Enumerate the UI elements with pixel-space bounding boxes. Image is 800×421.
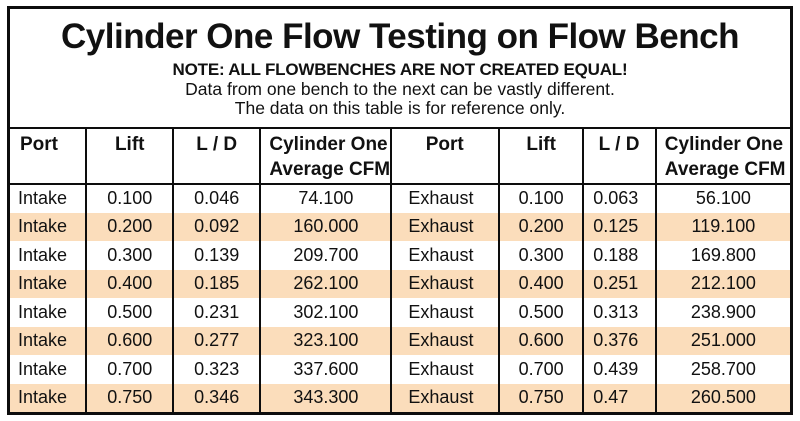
table-row: Intake 0.500 0.231 302.100 Exhaust 0.500 0.313…	[10, 298, 790, 327]
cell-exhaust-cfm: 169.800	[654, 241, 790, 270]
cell-intake-port: Intake	[10, 212, 88, 241]
cell-intake-ld: 0.092	[172, 212, 262, 241]
cell-intake-cfm: 343.300	[259, 383, 393, 412]
cell-intake-port: Intake	[10, 383, 88, 412]
cell-intake-ld: 0.139	[172, 241, 262, 270]
cell-intake-cfm: 302.100	[259, 298, 393, 327]
table-row: Intake 0.600 0.277 323.100 Exhaust 0.600 0.376…	[10, 326, 790, 355]
column-header-exhaust-cfm-line2: Average CFM	[664, 159, 786, 180]
cell-exhaust-cfm: 212.100	[654, 269, 790, 298]
cell-exhaust-cfm: 119.100	[654, 212, 790, 241]
table-row: Intake 0.300 0.139 209.700 Exhaust 0.300 0.188…	[10, 241, 790, 270]
cell-intake-cfm: 160.000	[259, 212, 393, 241]
column-header-intake-port: Port	[10, 127, 88, 185]
column-header-intake-cfm-line1: Cylinder One	[269, 134, 388, 155]
cell-exhaust-port: Exhaust	[390, 355, 501, 384]
cell-intake-lift: 0.750	[85, 383, 175, 412]
page-frame: Cylinder One Flow Testing on Flow Bench …	[7, 6, 793, 415]
cell-exhaust-port: Exhaust	[390, 184, 501, 213]
table-header-row: Port Lift L / D Cylinder One Average CFM…	[10, 127, 790, 185]
column-header-exhaust-port: Port	[390, 127, 501, 185]
cell-intake-ld: 0.231	[172, 298, 262, 327]
cell-exhaust-ld: 0.47	[582, 383, 657, 412]
table-row: Intake 0.400 0.185 262.100 Exhaust 0.400 0.251…	[10, 269, 790, 298]
cell-intake-lift: 0.400	[85, 269, 175, 298]
cell-intake-cfm: 337.600	[259, 355, 393, 384]
column-header-intake-ld: L / D	[172, 127, 262, 185]
column-header-exhaust-lift: Lift	[498, 127, 585, 185]
cell-exhaust-port: Exhaust	[390, 269, 501, 298]
cell-intake-cfm: 74.100	[259, 184, 393, 213]
cell-exhaust-port: Exhaust	[390, 212, 501, 241]
cell-intake-port: Intake	[10, 241, 88, 270]
cell-exhaust-ld: 0.251	[582, 269, 657, 298]
cell-exhaust-ld: 0.439	[582, 355, 657, 384]
note-line-2: Data from one bench to the next can be v…	[185, 79, 615, 99]
note-warning: NOTE: ALL FLOWBENCHES ARE NOT CREATED EQ…	[172, 60, 628, 79]
flow-data-table: Port Lift L / D Cylinder One Average CFM…	[10, 127, 790, 412]
table-row: Intake 0.700 0.323 337.600 Exhaust 0.700 0.439…	[10, 355, 790, 384]
cell-intake-lift: 0.300	[85, 241, 175, 270]
cell-exhaust-lift: 0.700	[498, 355, 585, 384]
cell-exhaust-lift: 0.400	[498, 269, 585, 298]
cell-intake-ld: 0.277	[172, 326, 262, 355]
cell-exhaust-lift: 0.750	[498, 383, 585, 412]
cell-intake-ld: 0.323	[172, 355, 262, 384]
cell-exhaust-lift: 0.600	[498, 326, 585, 355]
cell-intake-port: Intake	[10, 326, 88, 355]
cell-exhaust-ld: 0.376	[582, 326, 657, 355]
cell-exhaust-lift: 0.500	[498, 298, 585, 327]
table-row: Intake 0.100 0.046 74.100 Exhaust 0.100 0.063 5…	[10, 184, 790, 213]
cell-intake-port: Intake	[10, 298, 88, 327]
column-header-exhaust-ld: L / D	[582, 127, 657, 185]
cell-intake-port: Intake	[10, 184, 88, 213]
column-header-exhaust-cfm-line1: Cylinder One	[664, 134, 784, 155]
column-header-exhaust-cfm: Cylinder One Average CFM	[654, 127, 790, 185]
cell-exhaust-port: Exhaust	[390, 383, 501, 412]
cell-intake-ld: 0.185	[172, 269, 262, 298]
cell-exhaust-cfm: 56.100	[654, 184, 790, 213]
cell-exhaust-port: Exhaust	[390, 298, 501, 327]
cell-exhaust-lift: 0.300	[498, 241, 585, 270]
cell-intake-lift: 0.700	[85, 355, 175, 384]
note-line-3: The data on this table is for reference …	[234, 98, 566, 118]
cell-intake-cfm: 209.700	[259, 241, 393, 270]
column-header-intake-cfm-line2: Average CFM	[269, 159, 391, 180]
cell-intake-lift: 0.200	[85, 212, 175, 241]
cell-exhaust-cfm: 251.000	[654, 326, 790, 355]
cell-intake-cfm: 262.100	[259, 269, 393, 298]
column-header-intake-cfm: Cylinder One Average CFM	[259, 127, 393, 185]
table-row: Intake 0.200 0.092 160.000 Exhaust 0.200 0.125…	[10, 212, 790, 241]
cell-intake-ld: 0.046	[172, 184, 262, 213]
cell-exhaust-ld: 0.063	[582, 184, 657, 213]
cell-intake-lift: 0.100	[85, 184, 175, 213]
cell-exhaust-port: Exhaust	[390, 326, 501, 355]
cell-intake-port: Intake	[10, 269, 88, 298]
cell-exhaust-ld: 0.188	[582, 241, 657, 270]
cell-intake-ld: 0.346	[172, 383, 262, 412]
cell-exhaust-port: Exhaust	[390, 241, 501, 270]
cell-exhaust-ld: 0.313	[582, 298, 657, 327]
cell-intake-lift: 0.500	[85, 298, 175, 327]
cell-exhaust-cfm: 258.700	[654, 355, 790, 384]
table-row: Intake 0.750 0.346 343.300 Exhaust 0.750 0.47 2…	[10, 383, 790, 412]
cell-exhaust-lift: 0.200	[498, 212, 585, 241]
cell-intake-lift: 0.600	[85, 326, 175, 355]
page-title: Cylinder One Flow Testing on Flow Bench	[61, 17, 739, 56]
title-block: Cylinder One Flow Testing on Flow Bench …	[10, 9, 790, 127]
cell-exhaust-lift: 0.100	[498, 184, 585, 213]
cell-exhaust-ld: 0.125	[582, 212, 657, 241]
cell-exhaust-cfm: 238.900	[654, 298, 790, 327]
table-body: Intake 0.100 0.046 74.100 Exhaust 0.100 0.063 5…	[10, 184, 790, 412]
cell-intake-port: Intake	[10, 355, 88, 384]
cell-exhaust-cfm: 260.500	[654, 383, 790, 412]
column-header-intake-lift: Lift	[85, 127, 175, 185]
cell-intake-cfm: 323.100	[259, 326, 393, 355]
